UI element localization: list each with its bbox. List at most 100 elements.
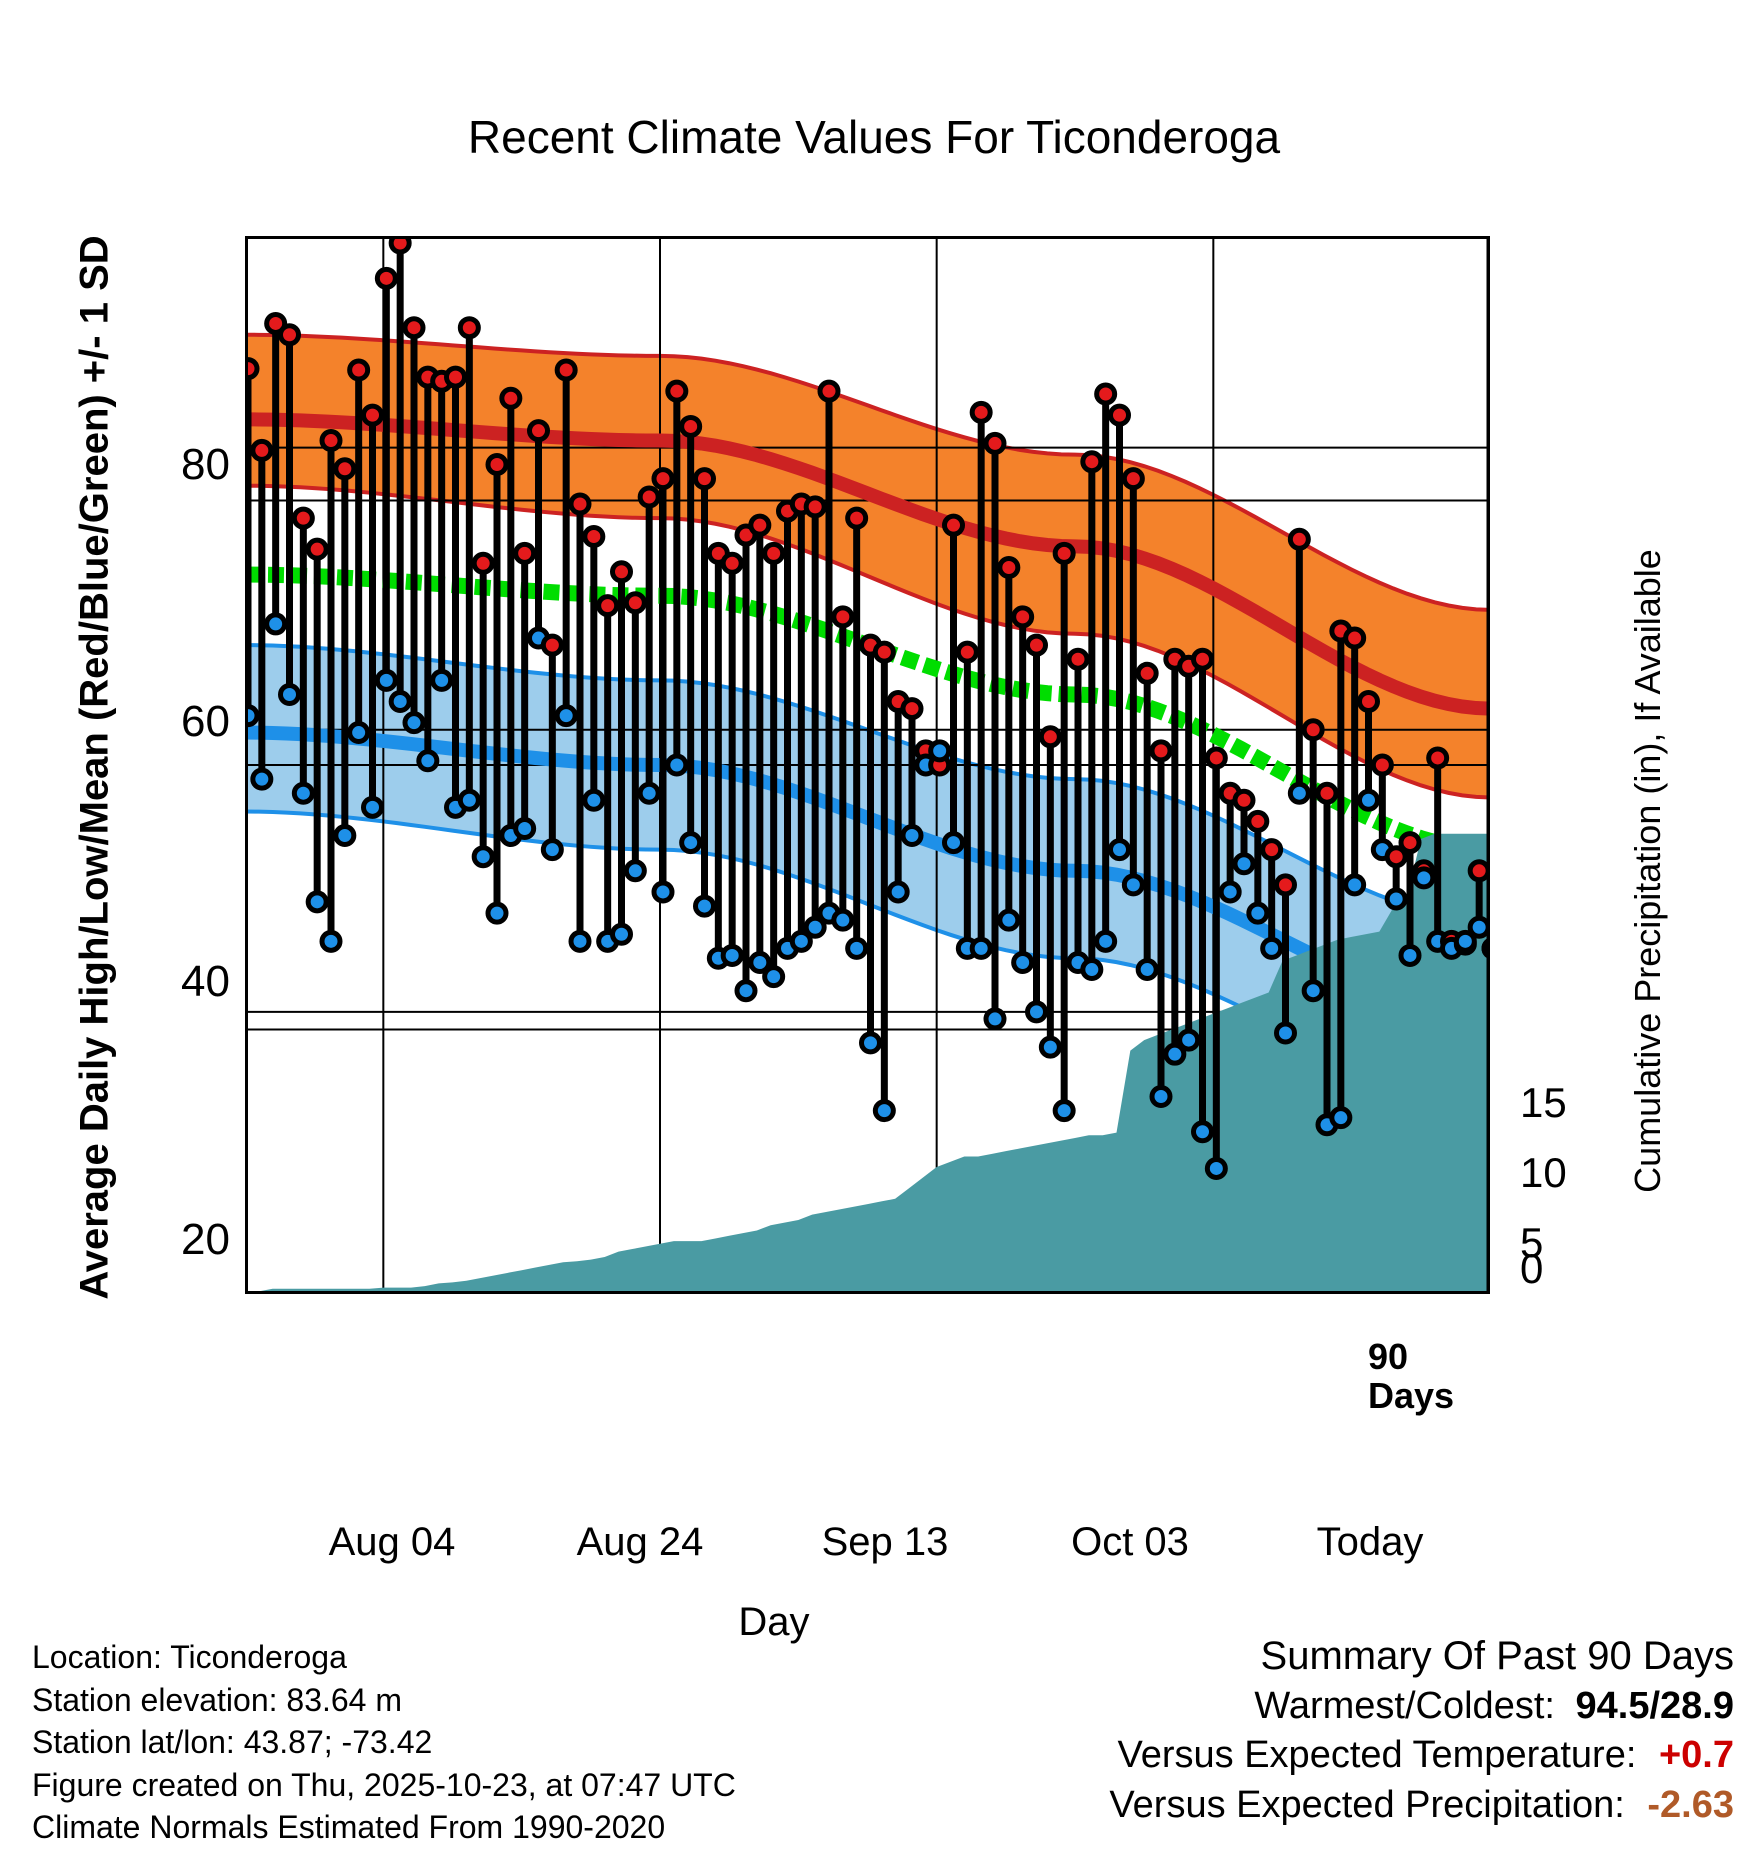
page-title: Recent Climate Values For Ticonderoga: [467, 111, 1281, 163]
daily-low-marker: [831, 908, 855, 932]
y-axis-ticks-right: 15 10 5 0: [1520, 0, 1660, 1828]
x-tick-label: Oct 03: [1071, 1520, 1189, 1564]
daily-low-marker: [942, 831, 965, 855]
daily-low-marker: [1357, 788, 1380, 812]
daily-low-marker: [513, 816, 537, 840]
plot-canvas: [245, 236, 1490, 1294]
daily-low-marker: [762, 965, 786, 989]
daily-high-marker: [1384, 845, 1408, 869]
daily-low-marker: [457, 788, 481, 812]
y-tick-label: 60: [181, 697, 230, 746]
daily-high-marker: [831, 605, 855, 629]
daily-high-marker: [969, 400, 993, 424]
daily-low-marker: [1274, 1021, 1297, 1045]
y2-tick-label: 0: [1520, 1245, 1544, 1292]
daily-high-marker: [1149, 739, 1173, 763]
versus-temperature-label: Versus Expected Temperature:: [1117, 1734, 1637, 1777]
daily-low-marker: [471, 845, 495, 869]
daily-low-marker: [1246, 901, 1270, 925]
daily-high-marker: [554, 358, 578, 382]
daily-high-marker: [1011, 605, 1035, 629]
daily-high-marker: [402, 316, 426, 340]
versus-temperature-row: Versus Expected Temperature: +0.7: [1109, 1731, 1734, 1780]
daily-high-marker: [1398, 831, 1422, 855]
daily-low-marker: [347, 721, 371, 745]
daily-low-marker: [1080, 958, 1104, 982]
daily-low-marker: [983, 1007, 1007, 1031]
x-tick-label: Aug 04: [328, 1520, 456, 1564]
versus-temperature-value: +0.7: [1658, 1734, 1734, 1777]
versus-precipitation-row: Versus Expected Precipitation: -2.63: [1109, 1781, 1734, 1830]
y2-tick-label: 10: [1520, 1149, 1567, 1196]
daily-high-marker: [457, 316, 481, 340]
daily-high-marker: [1066, 647, 1090, 671]
daily-high-marker: [540, 633, 564, 657]
daily-low-marker: [1260, 936, 1284, 960]
daily-high-marker: [845, 506, 869, 530]
daily-high-marker: [305, 537, 329, 561]
daily-high-marker: [1315, 781, 1339, 805]
daily-low-marker: [720, 943, 744, 967]
daily-low-marker: [402, 711, 426, 735]
daily-high-marker: [872, 640, 896, 664]
daily-high-marker: [499, 386, 523, 410]
summary-panel: Summary Of Past 90 Days Warmest/Coldest:…: [1109, 1630, 1734, 1830]
daily-low-marker: [1108, 838, 1131, 862]
daily-high-marker: [471, 551, 495, 575]
summary-heading: Summary Of Past 90 Days: [1260, 1634, 1734, 1678]
daily-low-marker: [1329, 1106, 1353, 1130]
daily-high-marker: [513, 541, 537, 565]
y-tick-label: 40: [181, 957, 230, 1006]
daily-high-marker: [651, 467, 675, 491]
daily-low-marker: [554, 704, 578, 728]
daily-high-marker: [679, 414, 703, 438]
ninety-days-line2: Days: [1368, 1374, 1455, 1416]
daily-high-marker: [347, 358, 371, 382]
daily-low-marker: [803, 915, 827, 939]
daily-low-marker: [1287, 781, 1311, 805]
daily-high-marker: [1094, 382, 1118, 406]
daily-high-marker: [637, 485, 661, 509]
warmest-coldest-label: Warmest/Coldest:: [1254, 1685, 1555, 1727]
daily-high-marker: [1108, 403, 1131, 427]
daily-low-marker: [1467, 915, 1490, 939]
daily-high-marker: [1038, 725, 1062, 749]
station-location: Location: Ticonderoga: [32, 1639, 347, 1675]
daily-low-marker: [1177, 1028, 1201, 1052]
daily-low-marker: [1025, 1000, 1048, 1024]
daily-high-marker: [319, 429, 343, 453]
y-tick-label: 80: [181, 440, 230, 489]
daily-low-marker: [1453, 929, 1477, 953]
daily-high-marker: [665, 379, 689, 403]
daily-high-marker: [817, 379, 841, 403]
daily-low-marker: [416, 749, 440, 773]
x-tick-label: Sep 13: [821, 1520, 949, 1564]
station-latlon: Station lat/lon: 43.87; -73.42: [32, 1724, 433, 1761]
daily-low-marker: [1135, 958, 1159, 982]
daily-high-marker: [361, 403, 384, 427]
daily-low-marker: [845, 936, 869, 960]
daily-low-marker: [374, 668, 398, 692]
x-axis-label: Day: [738, 1600, 810, 1644]
daily-high-marker: [610, 560, 633, 584]
daily-low-marker: [734, 979, 758, 1003]
daily-high-marker: [485, 453, 509, 477]
daily-high-marker: [1232, 788, 1256, 812]
y2-tick-label: 5: [1520, 1219, 1544, 1266]
daily-low-marker: [610, 922, 633, 946]
daily-low-marker: [997, 908, 1021, 932]
daily-low-marker: [886, 880, 910, 904]
daily-high-marker: [291, 506, 315, 530]
daily-high-marker: [720, 551, 744, 575]
climate-plot: [245, 236, 1490, 1294]
daily-low-marker: [485, 901, 509, 925]
daily-high-marker: [1204, 746, 1228, 770]
daily-low-marker: [1038, 1035, 1062, 1059]
warmest-coldest-value: 94.5/28.9: [1575, 1685, 1734, 1727]
daily-high-marker: [900, 697, 924, 721]
versus-precipitation-value: -2.63: [1647, 1783, 1734, 1826]
daily-high-marker: [582, 524, 606, 548]
daily-high-marker: [1301, 718, 1325, 742]
daily-low-marker: [789, 929, 813, 953]
